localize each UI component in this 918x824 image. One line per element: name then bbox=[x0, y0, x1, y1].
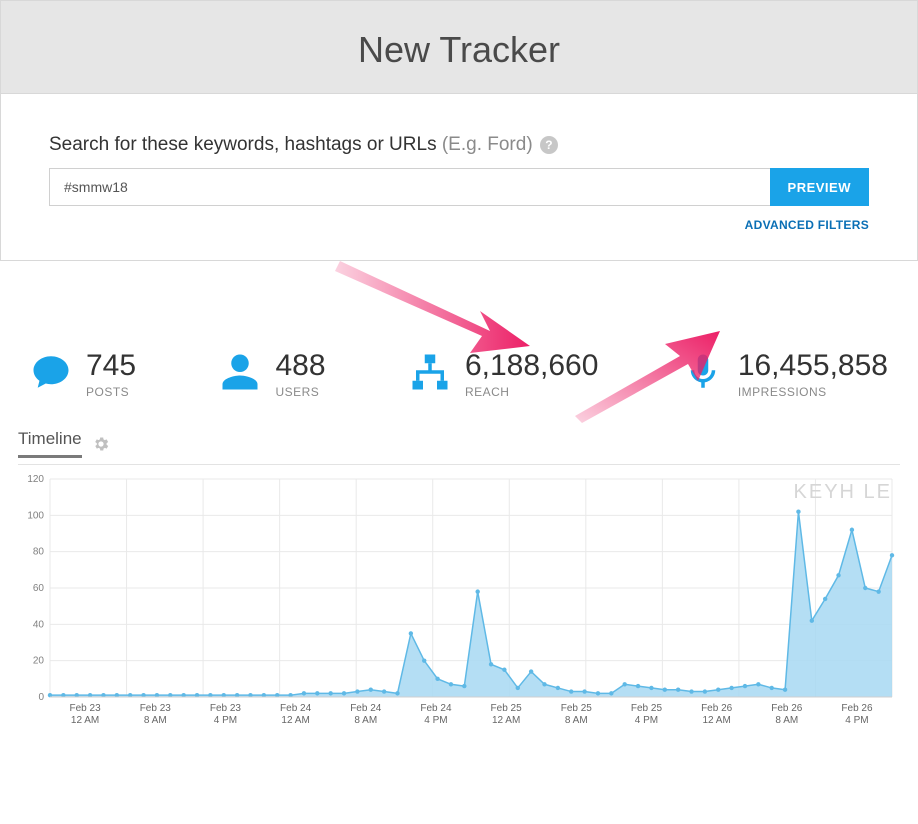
stat-reach-label: REACH bbox=[465, 385, 598, 399]
stat-impressions: 16,455,858 IMPRESSIONS bbox=[682, 351, 888, 399]
stat-reach-value: 6,188,660 bbox=[465, 351, 598, 381]
x-tick-label: Feb 258 AM bbox=[541, 703, 611, 727]
watermark: KEYH LE bbox=[794, 481, 892, 504]
stat-users-text: 488 USERS bbox=[275, 351, 325, 399]
x-tick-label: Feb 264 PM bbox=[822, 703, 892, 727]
x-tick-label: Feb 2412 AM bbox=[261, 703, 331, 727]
stat-posts: 745 POSTS bbox=[30, 351, 136, 399]
timeline-chart: KEYH LE 020406080100120 Feb 2312 AMFeb 2… bbox=[18, 473, 900, 733]
advanced-filters-link[interactable]: ADVANCED FILTERS bbox=[745, 218, 869, 232]
stats-row: 745 POSTS 488 USERS 6,188,660 REACH 16,4… bbox=[0, 261, 918, 429]
svg-text:100: 100 bbox=[27, 510, 44, 521]
stat-reach: 6,188,660 REACH bbox=[409, 351, 598, 399]
speech-icon bbox=[30, 351, 72, 393]
stat-reach-text: 6,188,660 REACH bbox=[465, 351, 598, 399]
x-tick-label: Feb 2612 AM bbox=[682, 703, 752, 727]
stat-impressions-text: 16,455,858 IMPRESSIONS bbox=[738, 351, 888, 399]
stat-posts-value: 745 bbox=[86, 351, 136, 381]
stat-users-value: 488 bbox=[275, 351, 325, 381]
stat-users-label: USERS bbox=[275, 385, 325, 399]
svg-text:0: 0 bbox=[38, 692, 44, 703]
svg-text:120: 120 bbox=[27, 474, 44, 485]
header-panel: New Tracker Search for these keywords, h… bbox=[0, 0, 918, 261]
stat-users: 488 USERS bbox=[219, 351, 325, 399]
search-row: PREVIEW bbox=[49, 168, 869, 206]
x-tick-label: Feb 234 PM bbox=[190, 703, 260, 727]
svg-text:20: 20 bbox=[33, 656, 45, 667]
user-icon bbox=[219, 351, 261, 393]
x-tick-label: Feb 2512 AM bbox=[471, 703, 541, 727]
x-tick-label: Feb 268 AM bbox=[752, 703, 822, 727]
mic-icon bbox=[682, 351, 724, 393]
network-icon bbox=[409, 351, 451, 393]
timeline-header: Timeline bbox=[18, 429, 900, 465]
page-title: New Tracker bbox=[1, 1, 917, 93]
timeline-chart-svg: 0 20 40 60 80 100 120 bbox=[18, 473, 898, 703]
x-axis-labels: Feb 2312 AMFeb 238 AMFeb 234 PMFeb 2412 … bbox=[50, 703, 892, 727]
stat-posts-text: 745 POSTS bbox=[86, 351, 136, 399]
search-label-row: Search for these keywords, hashtags or U… bbox=[49, 134, 869, 156]
x-tick-label: Feb 254 PM bbox=[611, 703, 681, 727]
search-input[interactable] bbox=[49, 168, 770, 206]
preview-button[interactable]: PREVIEW bbox=[770, 168, 869, 206]
search-panel: Search for these keywords, hashtags or U… bbox=[1, 93, 917, 260]
svg-text:60: 60 bbox=[33, 583, 45, 594]
stat-posts-label: POSTS bbox=[86, 385, 136, 399]
gear-icon[interactable] bbox=[92, 435, 110, 453]
help-icon[interactable]: ? bbox=[540, 136, 558, 154]
stat-impressions-value: 16,455,858 bbox=[738, 351, 888, 381]
svg-text:80: 80 bbox=[33, 547, 45, 558]
advanced-filters-row: ADVANCED FILTERS bbox=[49, 216, 869, 234]
search-hint: (E.g. Ford) bbox=[442, 134, 533, 155]
x-tick-label: Feb 244 PM bbox=[401, 703, 471, 727]
stat-impressions-label: IMPRESSIONS bbox=[738, 385, 888, 399]
x-tick-label: Feb 238 AM bbox=[120, 703, 190, 727]
x-tick-label: Feb 248 AM bbox=[331, 703, 401, 727]
svg-text:40: 40 bbox=[33, 619, 45, 630]
timeline-section: Timeline KEYH LE 0 20 40 60 80 100 120 Feb 231… bbox=[0, 429, 918, 743]
search-label: Search for these keywords, hashtags or U… bbox=[49, 134, 437, 155]
timeline-tab[interactable]: Timeline bbox=[18, 429, 82, 458]
x-tick-label: Feb 2312 AM bbox=[50, 703, 120, 727]
